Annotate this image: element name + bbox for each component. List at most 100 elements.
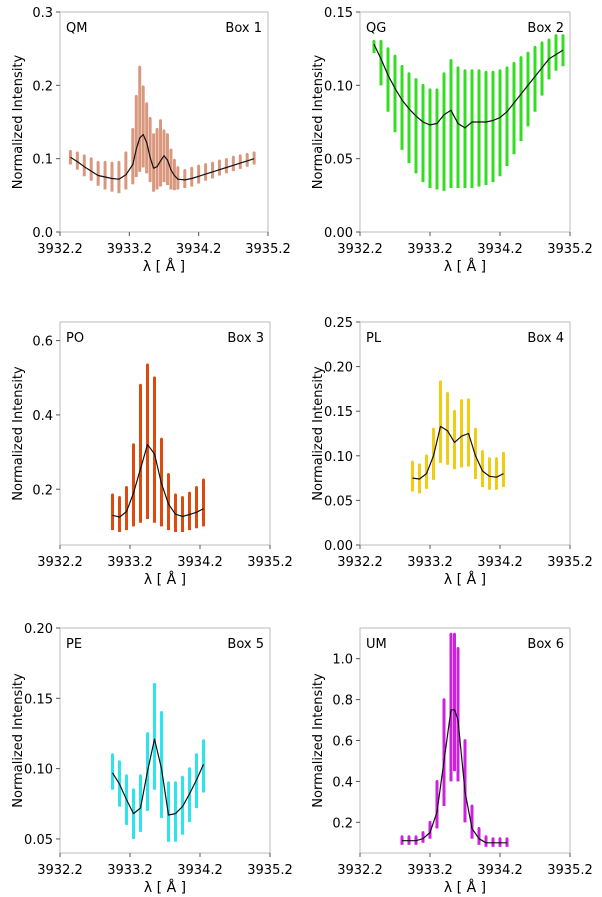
x-tick-label: 3932.2 [337, 242, 383, 257]
y-tick-label: 0.3 [32, 6, 53, 21]
x-axis-label: λ [ Å ] [144, 571, 186, 588]
mean-profile-line [70, 133, 255, 181]
range-max-point [166, 133, 169, 136]
range-max-point [96, 160, 100, 164]
region-label: PE [66, 637, 82, 652]
range-max-point [110, 161, 114, 165]
range-max-point [495, 457, 498, 460]
chart-panel-3: 3932.2 3933.2 3934.2 3935.2 0.2 0.4 0.6 PO Box 3… [11, 321, 293, 588]
range-max-point [117, 160, 121, 164]
y-tick-label: 0.00 [324, 226, 353, 241]
series [111, 682, 205, 842]
range-max-point [428, 820, 432, 824]
region-label: QM [66, 21, 87, 36]
range-max-point [432, 427, 435, 431]
range-max-point [418, 463, 421, 467]
range-max-point [414, 78, 418, 81]
box-label: Box 1 [225, 21, 262, 36]
range-max-point [400, 835, 404, 839]
range-max-point [132, 788, 135, 792]
range-max-point [125, 774, 128, 778]
y-axis-label: Normalized Intensity [11, 54, 26, 189]
x-tick-label: 3932.2 [37, 242, 83, 257]
range-max-point [547, 38, 551, 42]
x-tick-label: 3932.2 [37, 555, 83, 570]
y-tick-label: 0.10 [24, 763, 53, 778]
y-tick-label: 0.05 [24, 833, 53, 848]
y-tick-label: 0.2 [32, 79, 53, 94]
range-max-point [173, 158, 176, 162]
range-max-point [498, 837, 502, 841]
region-label: PO [66, 331, 84, 346]
range-max-point [202, 478, 205, 482]
range-max-point [238, 154, 242, 158]
range-max-point [245, 152, 249, 156]
range-max-point [386, 47, 390, 51]
range-max-point [435, 780, 439, 783]
x-axis-label: λ [ Å ] [444, 879, 486, 896]
range-max-point [379, 39, 383, 43]
x-tick-label: 3933.2 [107, 242, 153, 257]
chart-panel-2: 3932.2 3933.2 3934.2 3935.2 0.00 0.05 0.10 0.15… [311, 6, 593, 275]
range-max-point [453, 632, 456, 636]
range-max-point [467, 398, 470, 402]
box-label: Box 2 [527, 21, 564, 36]
range-max-point [218, 159, 221, 163]
plot-frame [359, 321, 571, 546]
plot-frame [59, 11, 269, 233]
y-tick-label: 0.25 [324, 316, 353, 331]
range-max-point [103, 160, 107, 164]
range-max-point [470, 69, 474, 73]
x-tick-label: 3935.2 [547, 242, 593, 257]
series [411, 380, 505, 494]
range-max-point [407, 835, 411, 839]
range-max-point [118, 496, 121, 499]
y-tick-label: 0.15 [24, 692, 53, 707]
range-max-point [449, 632, 453, 636]
range-max-point [160, 437, 163, 441]
range-max-point [505, 837, 509, 841]
range-max-point [540, 41, 544, 45]
x-tick-label: 3933.2 [407, 242, 453, 257]
range-max-point [446, 391, 449, 395]
y-tick-label: 0.10 [324, 79, 353, 94]
range-max-point [439, 380, 442, 384]
range-max-point [477, 827, 481, 830]
range-max-point [111, 493, 114, 497]
series [68, 65, 256, 194]
chart-panel-5: 3932.2 3933.2 3934.2 3935.2 0.05 0.10 0.15 0.20… [11, 622, 293, 896]
y-tick-label: 0.10 [324, 450, 353, 465]
x-tick-label: 3935.2 [245, 242, 291, 257]
range-max-point [456, 66, 460, 70]
range-max-point [561, 34, 565, 37]
range-max-point [195, 753, 198, 756]
range-max-point [428, 88, 432, 92]
range-max-point [195, 485, 198, 489]
y-tick-label: 1.0 [332, 653, 353, 668]
x-tick-label: 3935.2 [547, 863, 593, 878]
range-max-point [442, 698, 446, 701]
y-axis-label: Normalized Intensity [311, 54, 326, 189]
series [372, 34, 565, 191]
range-max-point [155, 127, 159, 131]
range-max-point [526, 51, 530, 55]
y-tick-label: 0.4 [332, 775, 353, 790]
box-label: Box 6 [527, 637, 564, 652]
range-max-point [498, 69, 502, 73]
range-max-point [477, 69, 481, 73]
y-tick-label: 0.15 [324, 405, 353, 420]
x-tick-label: 3935.2 [547, 555, 593, 570]
y-tick-label: 0.20 [324, 361, 353, 376]
mean-profile-line [373, 44, 564, 129]
y-tick-label: 0.6 [32, 335, 53, 350]
range-max-point [202, 739, 205, 742]
range-max-point [474, 427, 477, 431]
x-tick-label: 3933.2 [407, 863, 453, 878]
range-max-point [167, 472, 170, 476]
box-label: Box 4 [527, 331, 564, 346]
range-max-point [460, 399, 463, 402]
range-max-point [252, 151, 256, 155]
range-max-point [197, 164, 201, 168]
x-tick-label: 3932.2 [337, 863, 383, 878]
